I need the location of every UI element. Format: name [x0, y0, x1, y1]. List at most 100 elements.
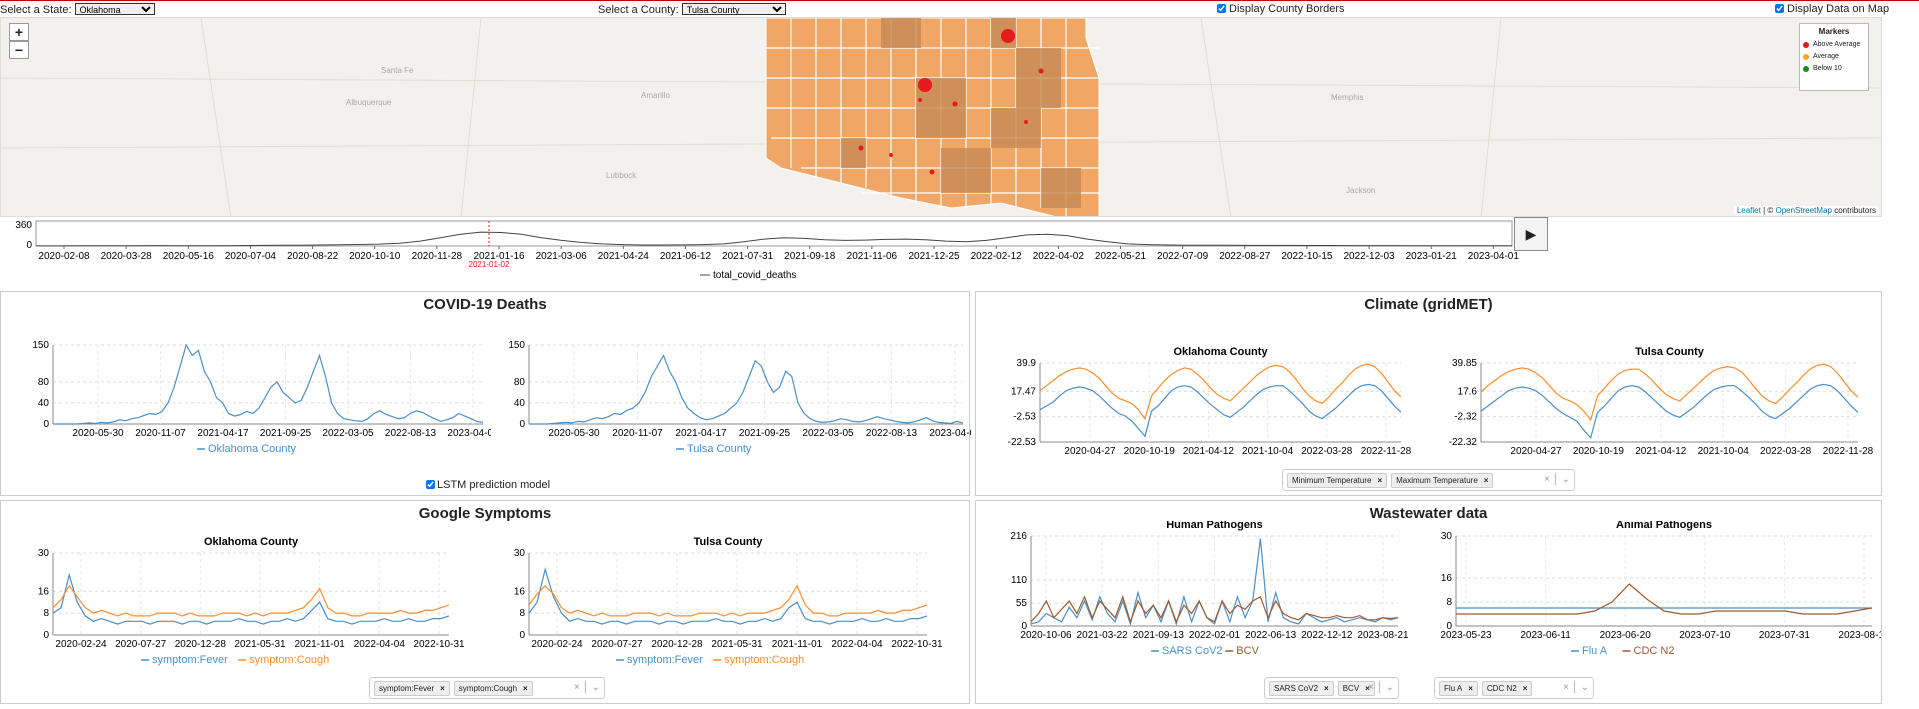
y-tick-label: 16 [514, 586, 526, 597]
x-tick-label: 2021-10-04 [1698, 446, 1750, 457]
map-view[interactable]: Albuquerque Amarillo Lubbock Santa Fe Me… [0, 17, 1882, 217]
county-selector: Select a County: Tulsa County [598, 3, 786, 16]
clear-icon[interactable]: × │ ⌄ [573, 682, 600, 693]
x-tick-label: 2020-02-08 [38, 251, 90, 262]
x-tick-label: 2022-04-04 [831, 639, 883, 650]
tag-sars: SARS CoV2 × [1269, 681, 1334, 696]
x-tick-label: 2020-11-07 [612, 428, 663, 439]
zoom-in-button[interactable]: + [9, 23, 29, 41]
climate-variable-select[interactable]: Minimum Temperature × Maximum Temperature ×… [1282, 469, 1575, 491]
lstm-toggle[interactable]: LSTM prediction model [426, 479, 550, 491]
climate-panel: Climate (gridMET) Oklahoma County 39.9 17.… [975, 291, 1882, 496]
y-tick-label: 0 [43, 630, 49, 641]
deaths-chart-tulsa: 150 80 40 0 2020-05-30 2020-11-07 2021-04-17 20… [508, 340, 971, 455]
x-tick-label: 2020-04-27 [1064, 446, 1116, 457]
x-tick-label: 2023-04-01 [1468, 251, 1520, 262]
legend-label: Minimum Temperature [1082, 461, 1191, 462]
y-tick-label: 55 [1016, 598, 1028, 609]
tag-cough: symptom:Cough × [453, 681, 533, 696]
osm-link[interactable]: OpenStreetMap [1775, 206, 1832, 215]
tag-max-temp: Maximum Temperature × [1391, 473, 1494, 488]
county-borders-checkbox[interactable] [1217, 4, 1226, 13]
x-tick-label: 2023-08-15 [1838, 630, 1881, 641]
x-tick-label: 2021-07-31 [722, 251, 774, 262]
county-select[interactable]: Tulsa County [681, 3, 786, 15]
shaded-counties [841, 18, 1081, 208]
x-tick-label: 2021-04-17 [675, 428, 727, 439]
chart-title: Oklahoma County [1173, 346, 1268, 358]
x-tick-label: 2021-06-12 [660, 251, 712, 262]
place-label: Memphis [1331, 93, 1363, 102]
series-line [1480, 383, 1859, 440]
county-borders-label: Display County Borders [1229, 3, 1345, 15]
map-legend: Markers Above Average Average Below 10 [1799, 23, 1869, 91]
series-line [1030, 594, 1399, 624]
remove-icon[interactable]: × [1483, 476, 1489, 485]
remove-icon[interactable]: × [523, 684, 528, 693]
x-tick-label: 2022-10-15 [1281, 251, 1333, 262]
y-tick-label: 39.85 [1452, 358, 1477, 369]
climate-chart-tulsa: Tulsa County 39.85 17.6 -2.32 -22.32 2020-04-… [1449, 346, 1874, 462]
x-tick-label: 2020-12-28 [175, 639, 227, 650]
control-bar: Select a State: Oklahoma Select a County… [0, 0, 1919, 17]
y-tick-label: 0 [519, 630, 525, 641]
x-tick-label: 2023-08-21 [1357, 630, 1409, 641]
y-tick-label: 40 [514, 398, 526, 409]
county-borders-toggle[interactable]: Display County Borders [1217, 3, 1345, 15]
x-tick-label: 2021-04-12 [1635, 446, 1687, 457]
x-tick-label: 2022-04-04 [354, 639, 406, 650]
clear-icon[interactable]: × │ ⌄ [1367, 682, 1394, 693]
remove-icon[interactable]: × [1324, 684, 1329, 693]
remove-icon[interactable]: × [1522, 684, 1528, 693]
x-tick-label: 2021-05-31 [234, 639, 286, 650]
remove-icon[interactable]: × [1365, 684, 1370, 693]
leaflet-link[interactable]: Leaflet [1736, 206, 1761, 215]
x-tick-label: 2021-11-01 [294, 639, 345, 650]
legend-label: CDC N2 [1634, 645, 1675, 657]
remove-icon[interactable]: × [1468, 684, 1473, 693]
y-tick-label: 0 [1021, 621, 1027, 632]
legend-label: symptom:Cough [249, 654, 329, 666]
y-tick-label: 110 [1011, 575, 1027, 586]
symptom-select[interactable]: symptom:Fever × symptom:Cough × × │ ⌄ [369, 677, 605, 699]
clear-icon[interactable]: × │ ⌄ [1543, 474, 1570, 485]
marker-date-label: 2021-01-02 [469, 260, 510, 269]
series-line [52, 584, 450, 617]
covid-deaths-title: COVID-19 Deaths [423, 296, 547, 313]
zoom-out-button[interactable]: − [9, 41, 29, 59]
x-tick-label: 2021-04-24 [598, 251, 650, 262]
x-tick-label: 2023-06-20 [1600, 630, 1652, 641]
timeline-frame [35, 220, 1513, 247]
legend-label: symptom:Fever [627, 654, 703, 666]
remove-icon[interactable]: × [1377, 476, 1383, 485]
y-tick-label: 30 [38, 548, 50, 559]
x-tick-label: 2021-09-25 [260, 428, 312, 439]
state-label: Select a State: [0, 4, 72, 16]
lstm-checkbox[interactable] [426, 480, 435, 489]
clear-icon[interactable]: × │ ⌄ [1562, 682, 1589, 693]
wastewater-title: Wastewater data [1369, 505, 1488, 522]
animal-pathogen-select[interactable]: Flu A × CDC N2 × × │ ⌄ [1434, 677, 1594, 699]
attribution-sep: | © [1760, 206, 1776, 215]
x-tick-label: 2022-06-13 [1245, 630, 1297, 641]
x-tick-label: 2020-12-28 [651, 639, 703, 650]
place-label: Jackson [1346, 186, 1375, 195]
data-on-map-checkbox[interactable] [1775, 4, 1784, 13]
x-tick-label: 2023-06-11 [1520, 630, 1571, 641]
remove-icon[interactable]: × [440, 684, 445, 693]
place-label: Santa Fe [381, 66, 414, 75]
state-select[interactable]: Oklahoma [74, 3, 155, 15]
x-tick-label: 2022-12-12 [1301, 630, 1353, 641]
data-on-map-toggle[interactable]: Display Data on Map [1775, 3, 1889, 15]
series-line [528, 567, 928, 625]
place-label: Albuquerque [346, 98, 392, 107]
x-tick-label: 2023-07-31 [1759, 630, 1811, 641]
y-tick-label: 216 [1010, 531, 1027, 542]
x-tick-label: 2021-03-06 [536, 251, 588, 262]
human-pathogen-select[interactable]: SARS CoV2 × BCV × × │ ⌄ [1264, 677, 1399, 699]
y-tick-label: 40 [38, 398, 50, 409]
timeline-chart[interactable]: 360 0 2020-02-08 2020-03-28 2020-05-16 2020-0… [0, 218, 1919, 283]
play-button[interactable]: ▶ [1514, 217, 1548, 251]
y-tick-label: -22.32 [1449, 437, 1478, 448]
